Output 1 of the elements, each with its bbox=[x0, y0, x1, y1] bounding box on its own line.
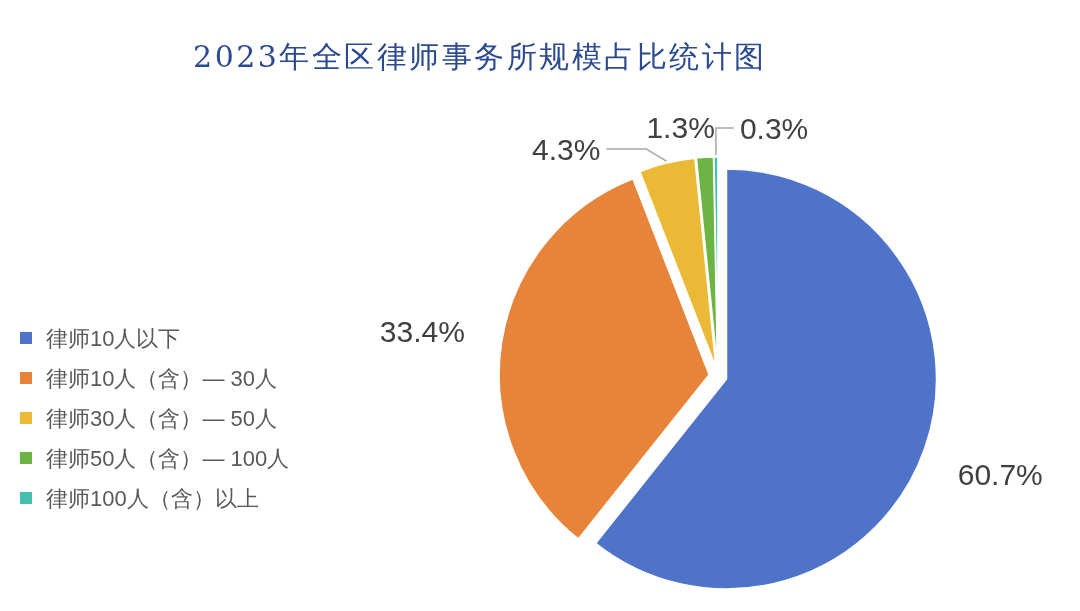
title: 2023年全区律师事务所规模占比统计图 bbox=[193, 39, 767, 74]
